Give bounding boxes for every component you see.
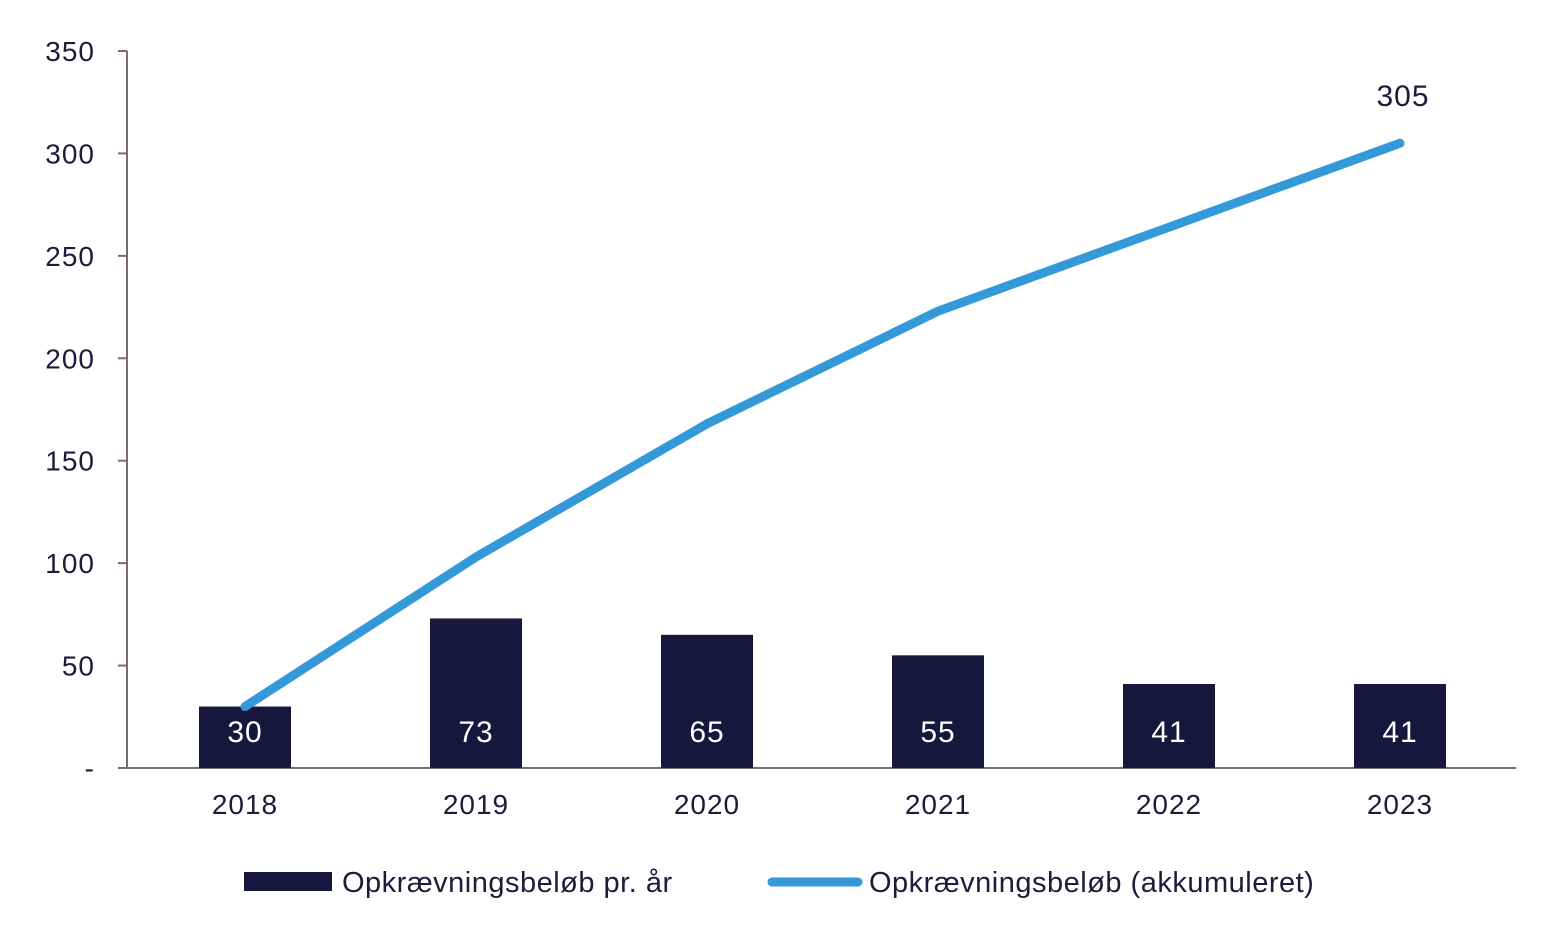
x-tick-label: 2021 [905, 789, 971, 820]
bar [1123, 684, 1215, 768]
bar-data-label: 30 [227, 716, 262, 749]
x-tick-label: 2018 [212, 789, 278, 820]
x-tick-label: 2022 [1136, 789, 1202, 820]
x-tick-label: 2019 [443, 789, 509, 820]
x-tick-label: 2020 [674, 789, 740, 820]
y-tick-label: 250 [45, 241, 95, 272]
bar-series: 30 73 65 55 41 41 [199, 618, 1446, 768]
bar-data-label: 41 [1151, 716, 1186, 749]
bar-data-label: 73 [458, 716, 493, 749]
bar [199, 706, 291, 768]
y-tick-label: 50 [62, 651, 95, 682]
bar [892, 655, 984, 768]
y-tick-label: 200 [45, 343, 95, 374]
x-axis: 2018 2019 2020 2021 2022 2023 [127, 767, 1516, 820]
y-tick-label: 100 [45, 548, 95, 579]
line-series-path [240, 138, 1405, 712]
y-axis: - 50 100 150 200 250 300 350 [45, 36, 128, 784]
bar-data-label: 41 [1382, 716, 1417, 749]
y-tick-label: 350 [45, 36, 95, 67]
bar-data-label: 55 [920, 716, 955, 749]
x-tick-label: 2023 [1367, 789, 1433, 820]
y-tick-label: - [85, 753, 95, 784]
y-tick-label: 150 [45, 446, 95, 477]
line-series: 305 [240, 80, 1429, 712]
bar-data-label: 65 [689, 716, 724, 749]
legend-label-bar: Opkrævningsbeløb pr. år [342, 867, 673, 899]
y-tick-label: 300 [45, 138, 95, 169]
line-end-data-label: 305 [1376, 80, 1429, 113]
legend-label-line: Opkrævningsbeløb (akkumuleret) [869, 867, 1314, 899]
bar [661, 634, 753, 768]
legend: Opkrævningsbeløb pr. år Opkrævningsbeløb… [244, 867, 1314, 899]
bar [1354, 684, 1446, 768]
bar [430, 618, 522, 768]
legend-swatch-bar [244, 872, 332, 891]
